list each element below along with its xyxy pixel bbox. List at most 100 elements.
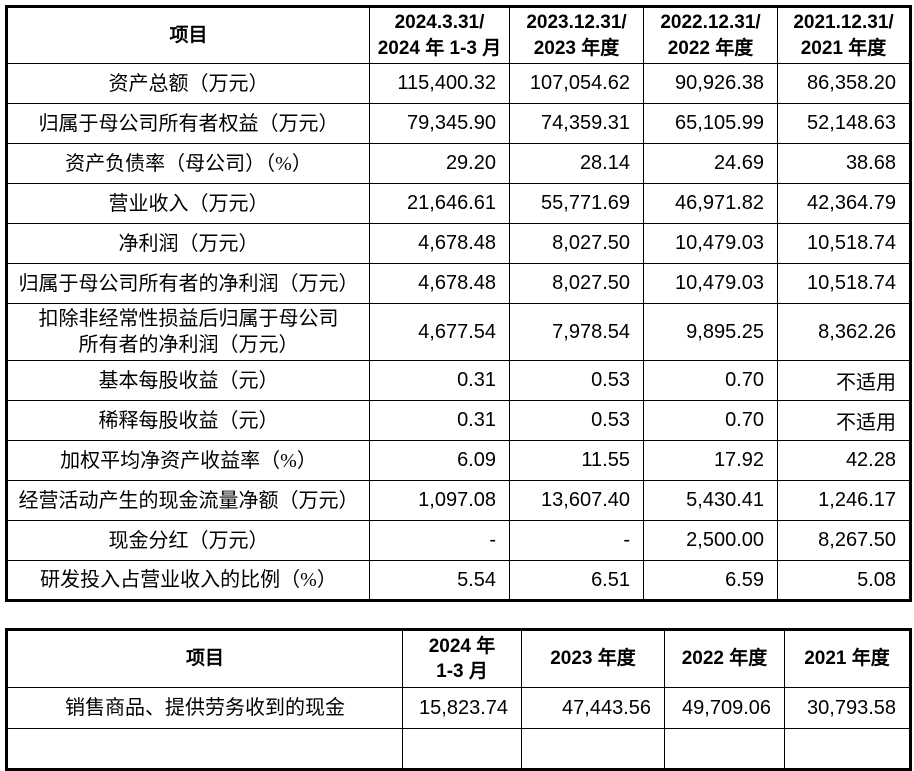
item-column-header: 项目 (6, 629, 403, 689)
cell-value: 不适用 (777, 360, 911, 402)
cell-value: 6.59 (643, 560, 778, 602)
cell-value: 1,246.17 (777, 480, 911, 522)
cell-value: - (509, 520, 644, 562)
column-header-2024q1: 2024.3.31/ 2024 年 1-3 月 (369, 5, 510, 65)
cell-value: 52,148.63 (777, 103, 911, 145)
row-label: 经营活动产生的现金流量净额（万元） (6, 480, 370, 522)
cell-value: 29.20 (369, 143, 510, 185)
table-row: 稀释每股收益（元） 0.31 0.53 0.70 不适用 (6, 400, 911, 442)
header-row: 项目 2024 年 1-3 月 2023 年度 2022 年度 2021 年度 (6, 629, 911, 689)
cell-value: 8,027.50 (509, 223, 644, 265)
row-label: 归属于母公司所有者的净利润（万元） (6, 263, 370, 305)
cell-value: 65,105.99 (643, 103, 778, 145)
table-row-clipped (6, 728, 911, 771)
row-label: 归属于母公司所有者权益（万元） (6, 103, 370, 145)
financial-summary-table: 项目 2024.3.31/ 2024 年 1-3 月 2023.12.31/ 2… (5, 5, 912, 603)
cell-value: 10,518.74 (777, 223, 911, 265)
cell-value: 6.09 (369, 440, 510, 482)
cell-value: 21,646.61 (369, 183, 510, 225)
table-row: 资产总额（万元） 115,400.32 107,054.62 90,926.38 86,… (6, 63, 911, 105)
cell-value: 74,359.31 (509, 103, 644, 145)
item-column-header: 项目 (6, 5, 370, 65)
empty-cell (6, 728, 403, 771)
row-label: 营业收入（万元） (6, 183, 370, 225)
table-row: 营业收入（万元） 21,646.61 55,771.69 46,971.82 42,36… (6, 183, 911, 225)
cell-value: 0.31 (369, 400, 510, 442)
table-row: 加权平均净资产收益率（%） 6.09 11.55 17.92 42.28 (6, 440, 911, 482)
table-row: 净利润（万元） 4,678.48 8,027.50 10,479.03 10,518.7… (6, 223, 911, 265)
cell-value: 42,364.79 (777, 183, 911, 225)
cell-value: 46,971.82 (643, 183, 778, 225)
table-row: 研发投入占营业收入的比例（%） 5.54 6.51 6.59 5.08 (6, 560, 911, 602)
cell-value: 47,443.56 (521, 687, 665, 730)
cell-value: 10,479.03 (643, 223, 778, 265)
column-header-2023: 2023 年度 (521, 629, 665, 689)
cell-value: - (369, 520, 510, 562)
cell-value: 2,500.00 (643, 520, 778, 562)
column-header-2021: 2021.12.31/ 2021 年度 (777, 5, 911, 65)
table-row: 归属于母公司所有者的净利润（万元） 4,678.48 8,027.50 10,479.… (6, 263, 911, 305)
column-header-2023: 2023.12.31/ 2023 年度 (509, 5, 644, 65)
cell-value: 5,430.41 (643, 480, 778, 522)
cell-value: 0.70 (643, 400, 778, 442)
empty-cell (664, 728, 785, 771)
table-header: 项目 2024.3.31/ 2024 年 1-3 月 2023.12.31/ 2… (6, 5, 911, 65)
table-row: 经营活动产生的现金流量净额（万元） 1,097.08 13,607.40 5,430.… (6, 480, 911, 522)
column-header-2022: 2022 年度 (664, 629, 785, 689)
document-page: 项目 2024.3.31/ 2024 年 1-3 月 2023.12.31/ 2… (0, 5, 914, 771)
table-row: 资产负债率（母公司）（%） 29.20 28.14 24.69 38.68 (6, 143, 911, 185)
cell-value: 5.54 (369, 560, 510, 602)
column-header-2021: 2021 年度 (784, 629, 911, 689)
empty-cell (402, 728, 522, 771)
cell-value: 7,978.54 (509, 303, 644, 362)
table-row: 销售商品、提供劳务收到的现金 15,823.74 47,443.56 49,709.0… (6, 687, 911, 730)
header-row: 项目 2024.3.31/ 2024 年 1-3 月 2023.12.31/ 2… (6, 5, 911, 65)
cell-value: 4,677.54 (369, 303, 510, 362)
cell-value: 13,607.40 (509, 480, 644, 522)
cell-value: 6.51 (509, 560, 644, 602)
column-header-2022: 2022.12.31/ 2022 年度 (643, 5, 778, 65)
row-label: 加权平均净资产收益率（%） (6, 440, 370, 482)
row-label: 资产负债率（母公司）（%） (6, 143, 370, 185)
cell-value: 5.08 (777, 560, 911, 602)
table-header: 项目 2024 年 1-3 月 2023 年度 2022 年度 2021 年度 (6, 629, 911, 689)
table-row: 归属于母公司所有者权益（万元） 79,345.90 74,359.31 65,105.… (6, 103, 911, 145)
empty-cell (784, 728, 911, 771)
cash-flow-table: 项目 2024 年 1-3 月 2023 年度 2022 年度 2021 年度 … (5, 628, 912, 771)
cell-value: 8,027.50 (509, 263, 644, 305)
cell-value: 不适用 (777, 400, 911, 442)
cell-value: 49,709.06 (664, 687, 785, 730)
cell-value: 86,358.20 (777, 63, 911, 105)
column-header-2024q1: 2024 年 1-3 月 (402, 629, 522, 689)
cell-value: 24.69 (643, 143, 778, 185)
cell-value: 15,823.74 (402, 687, 522, 730)
table-body: 销售商品、提供劳务收到的现金 15,823.74 47,443.56 49,709.0… (6, 687, 911, 771)
cell-value: 8,267.50 (777, 520, 911, 562)
cell-value: 9,895.25 (643, 303, 778, 362)
cell-value: 10,518.74 (777, 263, 911, 305)
row-label: 净利润（万元） (6, 223, 370, 265)
cell-value: 55,771.69 (509, 183, 644, 225)
cell-value: 42.28 (777, 440, 911, 482)
cell-value: 90,926.38 (643, 63, 778, 105)
row-label: 资产总额（万元） (6, 63, 370, 105)
cell-value: 115,400.32 (369, 63, 510, 105)
cell-value: 8,362.26 (777, 303, 911, 362)
cell-value: 11.55 (509, 440, 644, 482)
row-label: 现金分红（万元） (6, 520, 370, 562)
cell-value: 0.31 (369, 360, 510, 402)
cell-value: 10,479.03 (643, 263, 778, 305)
table-row: 现金分红（万元） - -2,500.00 8,267.50 (6, 520, 911, 562)
cell-value: 38.68 (777, 143, 911, 185)
table-row: 扣除非经常性损益后归属于母公司 所有者的净利润（万元） 4,677.54 7,978… (6, 303, 911, 362)
table-row: 基本每股收益（元） 0.31 0.53 0.70 不适用 (6, 360, 911, 402)
row-label: 销售商品、提供劳务收到的现金 (6, 687, 403, 730)
cell-value: 4,678.48 (369, 223, 510, 265)
cell-value: 4,678.48 (369, 263, 510, 305)
cell-value: 79,345.90 (369, 103, 510, 145)
empty-cell (521, 728, 665, 771)
cell-value: 30,793.58 (784, 687, 911, 730)
table-body: 资产总额（万元） 115,400.32 107,054.62 90,926.38 86,… (6, 63, 911, 602)
cell-value: 28.14 (509, 143, 644, 185)
row-label: 稀释每股收益（元） (6, 400, 370, 442)
